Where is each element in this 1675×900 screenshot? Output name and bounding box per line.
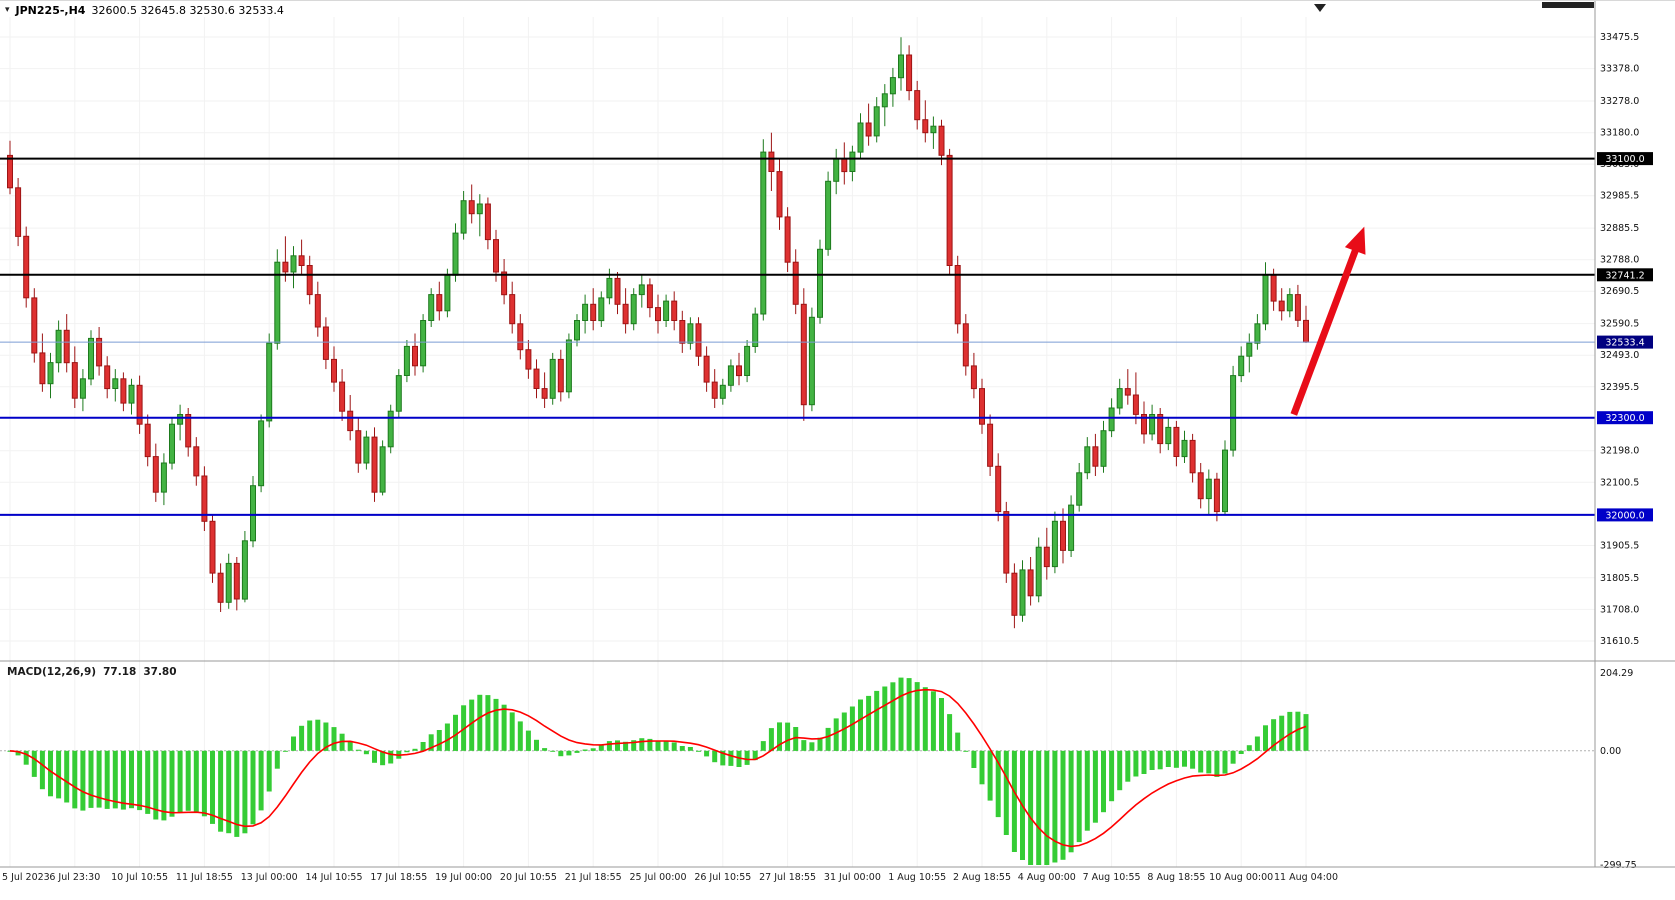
price-tick-label: 31610.5 (1600, 636, 1639, 647)
candles (7, 37, 1309, 629)
svg-text:32533.4: 32533.4 (1605, 338, 1644, 349)
level-price-badge (1597, 152, 1653, 166)
symbol-period-label: JPN225-,H4 (15, 4, 86, 17)
price-tick-label: 32395.5 (1600, 382, 1639, 393)
time-tick-label: 17 Jul 18:55 (370, 872, 427, 883)
level-price-badge (1597, 411, 1653, 425)
time-tick-label: 6 Jul 23:30 (49, 872, 100, 883)
time-tick-label: 21 Jul 18:55 (565, 872, 622, 883)
price-tick-label: 32590.5 (1600, 319, 1639, 330)
time-tick-label: 5 Jul 2023 (2, 872, 50, 883)
price-tick-label: 32788.0 (1600, 255, 1639, 266)
price-level-lines[interactable] (0, 157, 1595, 516)
time-tick-label: 11 Jul 18:55 (176, 872, 233, 883)
macd-tick-label: 204.29 (1600, 668, 1633, 679)
macd-signal-value: 37.80 (143, 666, 177, 678)
time-tick-label: 27 Jul 18:55 (759, 872, 816, 883)
time-tick-label: 20 Jul 10:55 (500, 872, 557, 883)
macd-signal-line (9, 688, 1307, 848)
price-tick-label: 31805.5 (1600, 573, 1639, 584)
time-tick-label: 7 Aug 10:55 (1083, 872, 1141, 883)
time-tick-label: 10 Aug 00:00 (1209, 872, 1273, 883)
price-tick-label: 32985.5 (1600, 191, 1639, 202)
trend-arrow-annotation[interactable] (1290, 226, 1366, 416)
svg-text:33100.0: 33100.0 (1605, 154, 1644, 165)
time-tick-label: 19 Jul 00:00 (435, 872, 492, 883)
chart-title: ▾ JPN225-,H4 32600.5 32645.8 32530.6 325… (5, 4, 284, 17)
price-tick-label: 33378.0 (1600, 64, 1639, 75)
price-tick-label: 31708.0 (1600, 604, 1639, 615)
time-tick-label: 25 Jul 00:00 (630, 872, 687, 883)
price-tick-label: 33475.5 (1600, 32, 1639, 43)
price-tick-label: 33278.0 (1600, 96, 1639, 107)
price-tick-label: 32885.5 (1600, 223, 1639, 234)
bid-price-badge (1597, 335, 1653, 349)
time-tick-label: 11 Aug 04:00 (1274, 872, 1338, 883)
level-price-badge (1597, 268, 1653, 282)
price-tick-label: 32493.0 (1600, 350, 1639, 361)
price-tick-label: 33180.0 (1600, 128, 1639, 139)
time-tick-label: 31 Jul 00:00 (824, 872, 881, 883)
time-tick-label: 14 Jul 10:55 (306, 872, 363, 883)
macd-axis[interactable]: 204.29 0.00 -299.75 (1600, 668, 1637, 871)
price-tick-label: 32690.5 (1600, 286, 1639, 297)
macd-tick-label: 0.00 (1600, 746, 1621, 757)
svg-text:32000.0: 32000.0 (1605, 510, 1644, 521)
collapse-icon[interactable]: ▾ (5, 5, 10, 15)
price-tick-label: 32100.5 (1600, 477, 1639, 488)
time-tick-label: 1 Aug 10:55 (888, 872, 946, 883)
time-tick-label: 2 Aug 18:55 (953, 872, 1011, 883)
chart-scrollbar-thumb[interactable] (1542, 2, 1594, 8)
price-tick-label: 31905.5 (1600, 541, 1639, 552)
time-tick-label: 13 Jul 00:00 (241, 872, 298, 883)
macd-indicator-readout: MACD(12,26,9) 77.18 37.80 (7, 666, 177, 678)
svg-text:32741.2: 32741.2 (1605, 270, 1644, 281)
price-tick-label: 32198.0 (1600, 446, 1639, 457)
time-tick-label: 4 Aug 00:00 (1018, 872, 1076, 883)
time-tick-label: 8 Aug 18:55 (1147, 872, 1205, 883)
macd-tick-label: -299.75 (1600, 860, 1637, 871)
level-price-badge (1597, 508, 1653, 522)
ohlc-readout: 32600.5 32645.8 32530.6 32533.4 (91, 4, 284, 17)
macd-label: MACD(12,26,9) (7, 666, 97, 678)
time-axis[interactable]: 5 Jul 2023 6 Jul 23:30 10 Jul 10:55 11 Jul … (2, 872, 1338, 883)
panel-separators (0, 1, 1675, 868)
price-badges: 33100.0 32741.2 32533.4 32300.0 32000.0 (1597, 152, 1653, 522)
macd-panel[interactable] (0, 677, 1595, 865)
time-tick-label: 10 Jul 10:55 (111, 872, 168, 883)
chart-shift-marker-icon[interactable] (1314, 4, 1326, 12)
time-tick-label: 26 Jul 10:55 (694, 872, 751, 883)
macd-main-value: 77.18 (103, 666, 137, 678)
svg-text:32300.0: 32300.0 (1605, 413, 1644, 424)
